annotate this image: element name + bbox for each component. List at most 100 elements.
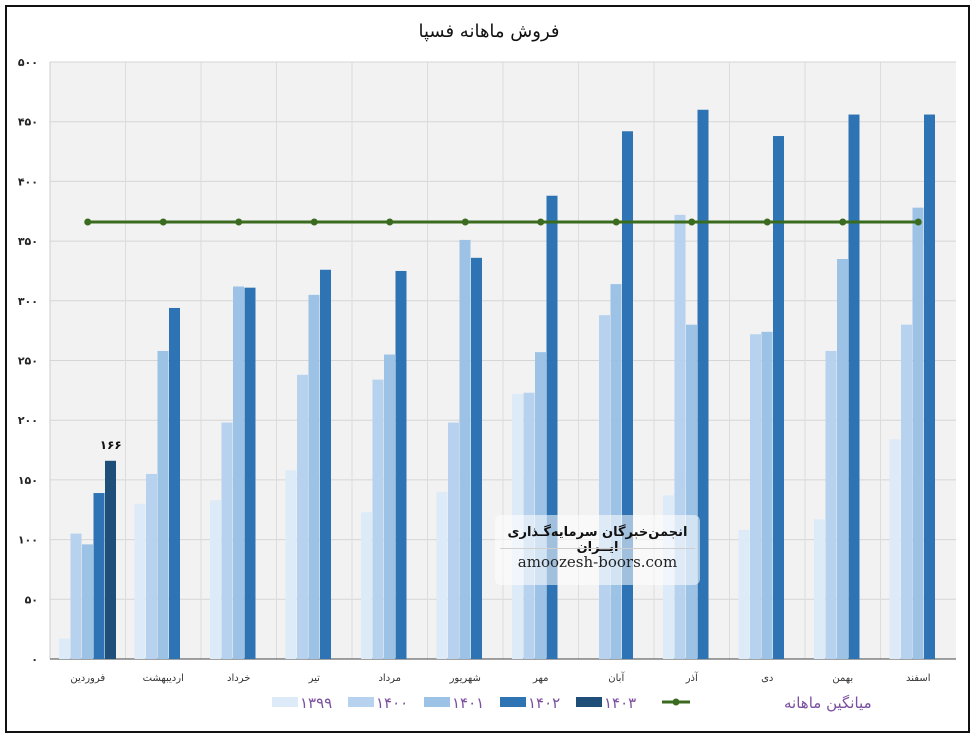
bar-0-1 <box>134 503 146 659</box>
bar-3-6 <box>546 195 558 659</box>
y-tick-label: ۱۰۰ <box>18 534 38 547</box>
chart-title: فروش ماهانه فسپا <box>419 21 560 42</box>
bar-2-0 <box>82 544 93 659</box>
average-marker <box>461 218 469 226</box>
x-tick-label: آبان <box>608 671 625 684</box>
bar-0-9 <box>738 530 750 659</box>
x-axis: فروردین اردیبهشت خرداد تیر مرداد شهریور مهر آبا… <box>70 671 930 684</box>
legend: ۱۳۹۹ ۱۴۰۰ ۱۴۰۱ ۱۴۰۲ ۱۴۰۳ میانگین ماهانه <box>272 694 872 712</box>
bar-2-11 <box>912 207 924 659</box>
average-marker <box>612 218 620 226</box>
bar-3-8 <box>697 109 709 659</box>
average-marker <box>763 218 771 226</box>
x-tick-label: مرداد <box>378 673 401 684</box>
x-tick-label: شهریور <box>449 673 481 684</box>
bar-2-5 <box>459 239 471 659</box>
bar-3-1 <box>169 307 180 659</box>
bar-1-7 <box>599 315 610 659</box>
x-tick-label: اردیبهشت <box>143 673 184 684</box>
y-tick-label: ۴۵۰ <box>18 116 38 129</box>
bar-1-0 <box>70 533 82 659</box>
bar-4-0 <box>105 460 116 659</box>
bar-1-3 <box>297 374 308 659</box>
watermark-org-name: انجمن‌خبرگان سرمایه‌گـذاری ایــران <box>507 525 688 555</box>
bar-0-4 <box>361 512 372 659</box>
bar-0-11 <box>889 439 901 659</box>
data-labels: ۱۶۶ <box>100 438 122 452</box>
bar-3-4 <box>395 270 407 659</box>
legend-swatch <box>348 697 374 707</box>
bar-2-4 <box>384 354 395 659</box>
bar-2-7 <box>610 284 622 659</box>
bar-3-0 <box>93 493 105 659</box>
bar-3-3 <box>320 269 331 659</box>
y-tick-label: ۰ <box>31 653 38 666</box>
y-tick-label: ۱۵۰ <box>18 474 38 487</box>
legend-label: ۱۳۹۹ <box>300 694 332 712</box>
y-tick-label: ۵۰ <box>25 593 38 606</box>
bar-1-2 <box>221 422 233 659</box>
bar-1-9 <box>750 334 761 659</box>
legend-swatch <box>424 697 450 707</box>
legend-average-marker <box>672 698 680 706</box>
bar-0-2 <box>210 500 221 659</box>
average-marker <box>386 218 394 226</box>
bar-0-5 <box>436 491 448 659</box>
bars <box>59 109 935 659</box>
x-tick-label: خرداد <box>227 673 250 684</box>
legend-label: ۱۴۰۱ <box>452 694 484 712</box>
bar-1-8 <box>674 214 686 659</box>
bar-1-5 <box>448 422 459 659</box>
x-tick-label: آذر <box>685 671 699 684</box>
watermark-website: amoozesh-boors.com <box>517 553 678 571</box>
bar-3-11 <box>924 114 935 659</box>
legend-swatch <box>272 697 298 707</box>
average-marker <box>537 218 545 226</box>
bar-2-1 <box>157 350 169 659</box>
average-marker <box>839 218 847 226</box>
average-line <box>84 218 922 226</box>
x-tick-label: تیر <box>308 673 321 684</box>
bar-0-0 <box>59 638 70 659</box>
legend-swatch <box>500 697 526 707</box>
bar-1-10 <box>825 350 837 659</box>
legend-label: ۱۴۰۲ <box>528 694 560 712</box>
data-label: ۱۶۶ <box>100 438 122 452</box>
bar-0-10 <box>814 519 825 659</box>
x-tick-label: بهمن <box>832 673 853 684</box>
bar-3-7 <box>622 131 633 659</box>
average-marker <box>914 218 922 226</box>
y-axis: ۰ ۵۰ ۱۰۰ ۱۵۰ ۲۰۰ ۲۵۰ ۳۰۰ ۳۵۰ ۴۰۰ ۴۵۰ ۵۰۰ <box>18 56 38 666</box>
bar-1-11 <box>901 324 912 659</box>
bar-2-9 <box>761 331 773 659</box>
watermark-backdrop <box>495 515 700 585</box>
bar-2-3 <box>308 294 320 659</box>
bar-1-1 <box>146 473 157 659</box>
bar-2-10 <box>837 259 848 659</box>
legend-swatch <box>576 697 602 707</box>
bar-3-10 <box>848 114 860 659</box>
y-tick-label: ۵۰۰ <box>18 56 38 69</box>
watermark-divider <box>500 548 695 549</box>
legend-average-label: میانگین ماهانه <box>784 694 872 712</box>
bar-1-4 <box>372 379 384 659</box>
x-tick-label: اسفند <box>906 673 930 684</box>
bar-2-8 <box>686 324 697 659</box>
bar-3-9 <box>773 136 784 659</box>
y-tick-label: ۲۵۰ <box>18 355 38 368</box>
bar-3-2 <box>244 287 256 659</box>
bar-3-5 <box>471 257 482 659</box>
average-marker <box>159 218 167 226</box>
average-marker <box>235 218 243 226</box>
x-tick-label: مهر <box>532 673 548 684</box>
average-marker <box>310 218 318 226</box>
bar-0-3 <box>285 470 297 659</box>
y-tick-label: ۴۰۰ <box>18 175 38 188</box>
y-tick-label: ۳۵۰ <box>18 235 38 248</box>
legend-label: ۱۴۰۰ <box>376 694 408 712</box>
x-tick-label: دی <box>761 673 773 684</box>
average-marker <box>84 218 92 226</box>
bar-2-2 <box>233 286 244 659</box>
average-marker <box>688 218 696 226</box>
